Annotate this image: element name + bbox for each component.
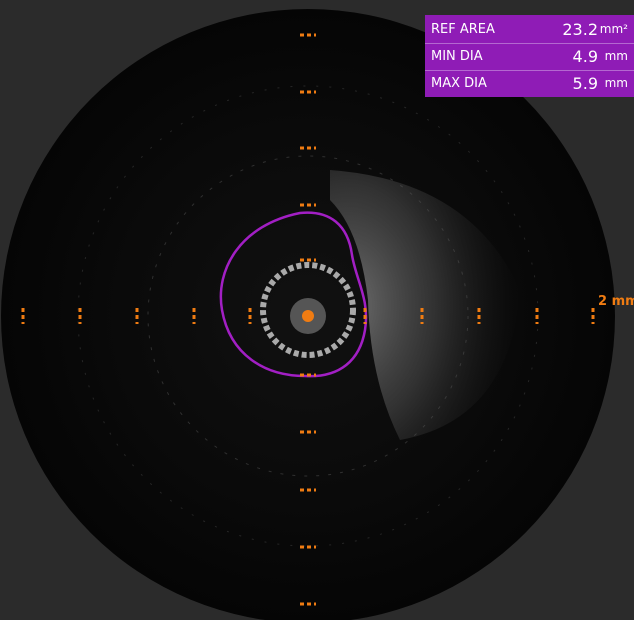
measurement-row: MIN DIA 4.9 mm <box>431 44 628 69</box>
measurement-label: MIN DIA <box>431 44 483 69</box>
measurement-value: 5.9 <box>573 71 598 96</box>
ivus-view: REF AREA 23.2 mm² MIN DIA 4.9 mm MAX DIA… <box>0 0 634 620</box>
measurement-unit: mm² <box>600 17 628 42</box>
measurement-unit: mm <box>605 44 628 69</box>
measurement-panel: REF AREA 23.2 mm² MIN DIA 4.9 mm MAX DIA… <box>425 15 634 97</box>
measurement-row: REF AREA 23.2 mm² <box>431 17 628 42</box>
measurement-value: 23.2 <box>562 17 598 42</box>
measurement-row: MAX DIA 5.9 mm <box>431 71 628 96</box>
measurement-value: 4.9 <box>573 44 598 69</box>
measurement-label: MAX DIA <box>431 71 487 96</box>
catheter-center <box>302 310 314 322</box>
measurement-label: REF AREA <box>431 17 495 42</box>
measurement-unit: mm <box>605 71 628 96</box>
scale-label: 2 mm <box>598 294 634 309</box>
